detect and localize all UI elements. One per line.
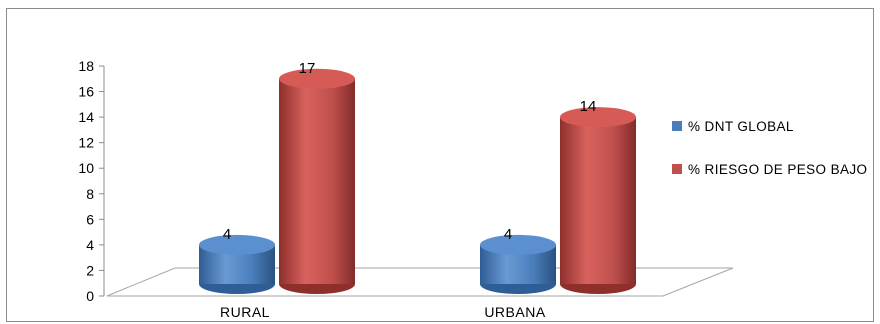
y-tick-label: 12 <box>78 135 94 151</box>
legend-label-dnt-global: % DNT GLOBAL <box>688 119 794 134</box>
y-tick-label: 18 <box>78 58 94 74</box>
y-tick-label: 16 <box>78 84 94 100</box>
bar-urbana-series-0 <box>480 234 556 294</box>
y-tick-label: 0 <box>86 288 94 304</box>
legend-swatch-red <box>672 164 682 174</box>
legend-label-riesgo-peso-bajo: % RIESGO DE PESO BAJO <box>688 162 868 177</box>
legend: % DNT GLOBAL % RIESGO DE PESO BAJO <box>672 118 872 204</box>
x-category-label: RURAL <box>220 304 270 320</box>
legend-item-riesgo-peso-bajo: % RIESGO DE PESO BAJO <box>672 161 872 178</box>
data-label: 17 <box>299 60 316 77</box>
data-label: 14 <box>580 98 597 115</box>
y-tick-label: 2 <box>86 262 94 278</box>
data-label: 4 <box>223 226 231 243</box>
x-category-label: URBANA <box>484 304 546 320</box>
labels: 4 17 RURAL 4 14 URBANA <box>220 60 596 320</box>
bar-rural-series-1 <box>279 68 355 294</box>
legend-item-dnt-global: % DNT GLOBAL <box>672 118 872 135</box>
bars <box>199 68 636 294</box>
y-tick-label: 6 <box>86 211 94 227</box>
bar-urbana-series-1 <box>560 107 636 294</box>
y-tick-label: 8 <box>86 186 94 202</box>
y-tick-label: 14 <box>78 109 94 125</box>
bar-rural-series-0 <box>199 234 275 294</box>
legend-swatch-blue <box>672 121 682 131</box>
data-label: 4 <box>504 226 512 243</box>
y-tick-label: 4 <box>86 237 94 253</box>
y-tick-label: 10 <box>78 160 94 176</box>
